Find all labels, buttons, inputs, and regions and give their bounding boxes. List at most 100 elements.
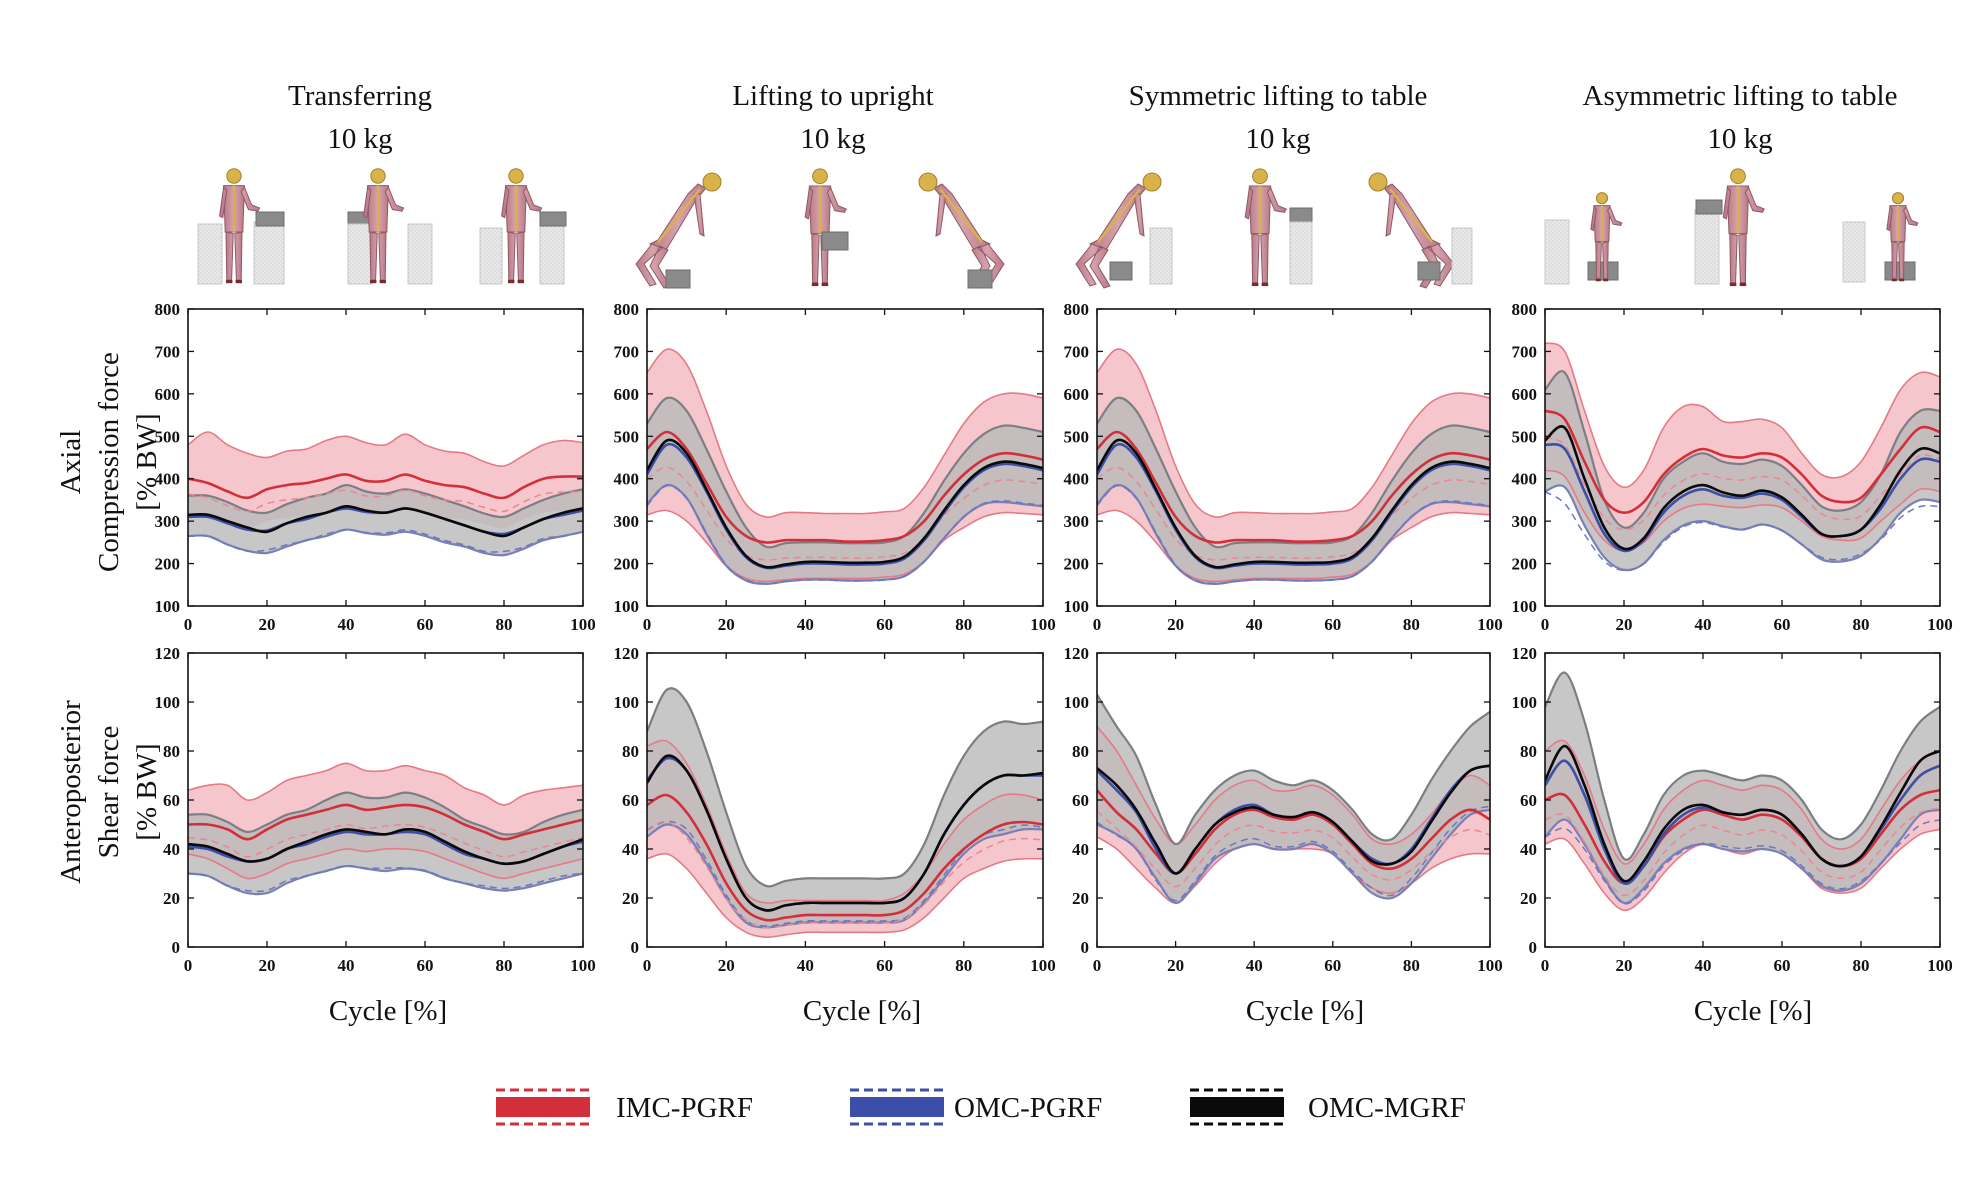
x-tick-label: 20: [1616, 956, 1633, 975]
imc-pgrf-sd-dashed-line: [1097, 810, 1490, 888]
row-label-line: Shear force: [93, 726, 125, 859]
y-tick-label: 300: [1512, 512, 1538, 531]
imc-pgrf-sd-lower-line: [1097, 509, 1490, 583]
load-label: 10 kg: [327, 123, 392, 155]
y-tick-label: 100: [614, 693, 640, 712]
human-model: [1244, 168, 1287, 287]
human-model: [219, 168, 261, 284]
y-tick-label: 300: [155, 512, 181, 531]
poses-symmetric-lifting: [1075, 168, 1473, 289]
x-tick-label: 0: [1093, 615, 1102, 634]
legend-swatch-mean: [850, 1097, 944, 1117]
plot-area: [647, 687, 1043, 939]
x-tick-label: 100: [1927, 956, 1953, 975]
x-tick-label: 40: [338, 956, 355, 975]
plot-area: [1097, 348, 1490, 586]
imc-pgrf-sd-upper-line: [647, 348, 1043, 518]
y-tick-label: 200: [614, 555, 640, 574]
imc-pgrf-mean-line: [647, 430, 1043, 544]
y-tick-label: 20: [163, 889, 180, 908]
x-tick-label: 20: [718, 615, 735, 634]
y-tick-label: 60: [1072, 791, 1089, 810]
row-label-line: Axial: [55, 430, 87, 494]
omc-mgrf-sd-upper-line: [1545, 370, 1940, 529]
y-tick-label: 40: [1520, 840, 1537, 859]
poses-lifting-upright: [635, 168, 1005, 289]
omc-mgrf-mean-line: [1097, 764, 1490, 875]
x-tick-label: 40: [797, 615, 814, 634]
imc-pgrf-sd-upper-line: [1545, 342, 1940, 489]
omc-mgrf-mean-line: [647, 438, 1043, 569]
human-model: [1886, 192, 1919, 282]
imc-pgrf-sd-upper-line: [188, 762, 583, 806]
x-tick-label: 100: [1477, 615, 1503, 634]
panel-compression-2: 0 20 40 60 80 100 100 200 300 400 500 600 700 800: [614, 300, 1056, 634]
imc-pgrf-sd-dashed-line: [188, 489, 583, 513]
table-surface: [197, 223, 223, 285]
y-tick-label: 0: [1529, 938, 1538, 957]
table-surface: [253, 221, 285, 285]
omc-pgrf-mean-line: [1545, 442, 1940, 553]
x-tick-label: 60: [417, 956, 434, 975]
human-model: [501, 168, 543, 284]
imc-pgrf-sd-dashed-line: [188, 823, 583, 858]
x-tick-label: 40: [797, 956, 814, 975]
x-tick-label: 100: [1477, 956, 1503, 975]
y-tick-label: 200: [155, 555, 181, 574]
table-surface: [1544, 219, 1570, 285]
row-label-compression: Axial Compression force [% BW]: [55, 352, 163, 572]
imc-pgrf-mean-line: [647, 793, 1043, 922]
table-surface: [479, 227, 503, 285]
y-tick-label: 300: [614, 512, 640, 531]
y-tick-label: 100: [155, 693, 181, 712]
x-tick-label: 80: [955, 956, 972, 975]
y-tick-label: 600: [155, 385, 181, 404]
poses-transferring: [197, 168, 567, 285]
y-tick-label: 20: [1520, 889, 1537, 908]
y-tick-label: 700: [614, 342, 640, 361]
human-model: [804, 168, 847, 287]
y-tick-label: 120: [614, 644, 640, 663]
legend-swatch-mean: [1190, 1097, 1284, 1117]
pose-illustrations: [197, 168, 1919, 289]
column-title-4: Asymmetric lifting to table 10 kg: [1583, 80, 1898, 155]
load-label: 10 kg: [1245, 123, 1310, 155]
y-tick-label: 0: [1081, 938, 1090, 957]
x-tick-label: 60: [1324, 615, 1341, 634]
omc-mgrf-sd-band: [188, 485, 583, 556]
human-model: [635, 172, 722, 289]
task-title: Symmetric lifting to table: [1129, 80, 1428, 112]
y-tick-label: 0: [172, 938, 181, 957]
human-model: [1368, 172, 1455, 289]
omc-mgrf-sd-upper-line: [188, 791, 583, 836]
y-tick-label: 100: [155, 597, 181, 616]
x-tick-label: 0: [643, 956, 652, 975]
omc-mgrf-sd-upper-line: [188, 483, 583, 519]
panel-compression-3: 0 20 40 60 80 100 100 200 300 400 500 600 700 800: [1064, 300, 1503, 634]
imc-pgrf-sd-lower-line: [647, 852, 1043, 939]
omc-mgrf-sd-band: [188, 792, 583, 895]
axes-frame: [1544, 308, 1941, 607]
task-title: Transferring: [288, 80, 432, 112]
y-tick-label: 600: [1064, 385, 1090, 404]
imc-pgrf-sd-band: [647, 740, 1043, 938]
y-tick-label: 60: [622, 791, 639, 810]
load-box: [821, 231, 849, 251]
x-axis-label-2: Cycle [%]: [803, 995, 921, 1027]
omc-mgrf-sd-lower-line: [647, 823, 1043, 929]
omc-mgrf-sd-upper-line: [647, 396, 1043, 549]
y-tick-label: 40: [1072, 840, 1089, 859]
y-tick-label: 80: [1072, 742, 1089, 761]
y-tick-label: 200: [1512, 555, 1538, 574]
panel-shear-1: 0 20 40 60 80 100 0 20 40 60 80 100 120: [155, 644, 596, 975]
imc-pgrf-sd-upper-line: [188, 431, 583, 467]
x-tick-label: 20: [259, 615, 276, 634]
omc-mgrf-sd-upper-line: [647, 687, 1043, 888]
imc-pgrf-mean-line: [188, 803, 583, 841]
imc-pgrf-sd-band: [1545, 342, 1940, 551]
plot-area: [1545, 342, 1940, 572]
y-tick-label: 100: [1512, 693, 1538, 712]
legend-label: IMC-PGRF: [616, 1092, 753, 1124]
imc-pgrf-sd-lower-line: [1545, 828, 1940, 912]
imc-pgrf-sd-dashed-line: [647, 466, 1043, 561]
